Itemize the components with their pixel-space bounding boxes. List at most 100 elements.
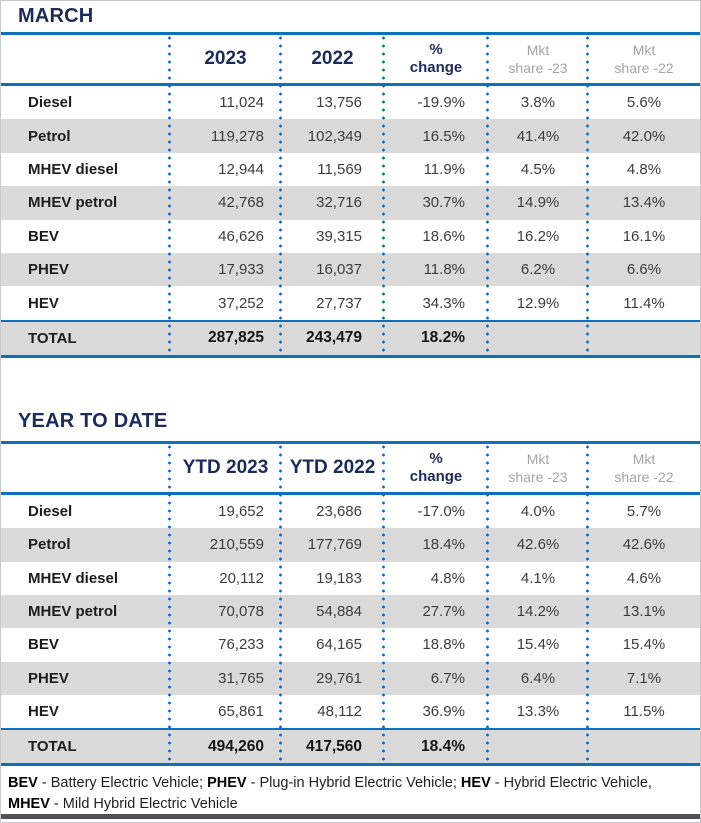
table-row: PHEV 31,765 29,761 6.7% 6.4% 7.1% (1, 661, 700, 696)
header-mkt-share-23: Mkt share -23 (488, 33, 588, 86)
mkt-share-current (488, 728, 588, 765)
pct-change: 6.7% (384, 661, 488, 696)
row-label: MHEV diesel (28, 569, 119, 587)
mkt-share-current (488, 319, 588, 357)
value-current: 119,278 (170, 119, 281, 153)
mkt-share-previous: 7.1% (588, 661, 700, 696)
mkt-share-previous: 5.6% (626, 94, 662, 112)
value-previous: 13,756 (316, 94, 362, 112)
footnote-abbr: PHEV (207, 775, 247, 792)
march-table: 2023 2022% change Mkt share -23 Mkt share -22 … (1, 32, 700, 358)
total-row: TOTAL 287,825 243,479 18.2% (1, 319, 700, 357)
mkt-share-current: 14.9% (488, 186, 588, 220)
value-previous: 23,686 (316, 502, 362, 520)
value-current: 65,861 (218, 703, 264, 721)
total-row: TOTAL 494,260 417,560 18.4% (1, 728, 700, 765)
pct-change: -19.9% (417, 94, 465, 112)
pct-change: -17.0% (417, 502, 465, 520)
year-to-date-title: YEAR TO DATE (18, 409, 168, 432)
value-current: 17,933 (170, 252, 281, 287)
mkt-share-previous: 4.8% (626, 160, 662, 178)
march-data-table: 2023 2022% change Mkt share -23 Mkt share -22 … (1, 32, 700, 358)
value-previous: 64,165 (316, 636, 362, 654)
mkt-share-current: 42.6% (488, 528, 588, 562)
year-to-date-table: YTD 2023 YTD 2022% change Mkt share -23 Mkt sh… (1, 440, 700, 767)
table-row: Petrol 210,559 177,769 18.4% 42.6% 42.6% (1, 528, 700, 562)
row-label: Petrol (1, 528, 170, 562)
value-previous: 32,716 (281, 186, 384, 220)
mkt-share-previous: 13.1% (588, 594, 700, 629)
pct-change: 27.7% (384, 594, 488, 629)
mkt-share-current: 16.2% (516, 227, 560, 245)
row-label: BEV (28, 636, 59, 654)
table-row: BEV 76,233 64,165 18.8% 15.4% 15.4% (1, 628, 700, 661)
mkt-share-previous: 4.6% (626, 569, 662, 587)
header-ytd2023: YTD 2023 (170, 442, 281, 495)
mkt-share-current: 4.1% (520, 569, 556, 587)
mkt-share-current: 12.9% (516, 294, 560, 312)
table-row: BEV 46,626 39,315 18.6% 16.2% 16.1% (1, 220, 700, 253)
header-category (1, 33, 170, 86)
value-previous: 39,315 (316, 227, 362, 245)
table-row: MHEV petrol 42,768 32,716 30.7% 14.9% 13.4% (1, 186, 700, 220)
row-label: TOTAL (1, 728, 170, 765)
value-current: 11,024 (219, 94, 264, 112)
mkt-share-previous (588, 319, 700, 357)
march-section: MARCH 2023 2022% change Mkt share -23 Mkt shar… (1, 1, 700, 358)
value-current: 210,559 (170, 528, 281, 562)
mkt-share-current: 13.3% (516, 703, 560, 721)
year-to-date-section: YEAR TO DATE YTD 2023 YTD 2022% change Mkt s… (1, 358, 700, 767)
row-label: BEV (28, 227, 59, 245)
footnote: BEV - Battery Electric Vehicle; PHEV - P… (8, 775, 652, 813)
pct-change: 36.9% (422, 703, 465, 721)
value-previous: 417,560 (281, 728, 384, 765)
value-current: 31,765 (170, 661, 281, 696)
pct-change: 34.3% (422, 294, 465, 312)
mkt-share-current: 4.5% (520, 160, 556, 178)
value-current: 42,768 (170, 186, 281, 220)
mkt-share-current: 14.2% (488, 594, 588, 629)
header-y2023: 2023 (170, 33, 281, 86)
value-current: 70,078 (170, 594, 281, 629)
pct-change: 18.6% (422, 227, 465, 245)
value-current: 37,252 (218, 294, 264, 312)
table-row: MHEV petrol 70,078 54,884 27.7% 14.2% 13.1% (1, 594, 700, 629)
value-current: 12,944 (218, 160, 264, 178)
table-row: MHEV diesel 20,112 19,183 4.8% 4.1% 4.6% (1, 562, 700, 595)
pct-change: 16.5% (384, 119, 488, 153)
row-label: Diesel (28, 502, 73, 520)
table-row: PHEV 17,933 16,037 11.8% 6.2% 6.6% (1, 252, 700, 287)
header-mkt-share-23: Mkt share -23 (488, 442, 588, 495)
value-current: 76,233 (218, 636, 264, 654)
value-previous: 177,769 (281, 528, 384, 562)
header-mkt-share-22: Mkt share -22 (588, 442, 700, 495)
mkt-share-current: 4.0% (520, 502, 556, 520)
table-row: Diesel 19,652 23,686 -17.0% 4.0% 5.7% (1, 493, 700, 528)
header-pct-change: % change (384, 33, 488, 86)
value-previous: 102,349 (281, 119, 384, 153)
mkt-share-previous: 6.6% (588, 252, 700, 287)
footnote-abbr: MHEV (8, 796, 50, 813)
table-row: Diesel 11,024 13,756 -19.9% 3.8% 5.6% (1, 85, 700, 120)
mkt-share-current: 6.4% (488, 661, 588, 696)
row-label: MHEV petrol (1, 186, 170, 220)
pct-change: 18.2% (384, 319, 488, 357)
mkt-share-previous: 13.4% (588, 186, 700, 220)
mkt-share-previous: 11.5% (623, 703, 665, 721)
mkt-share-current: 41.4% (488, 119, 588, 153)
pct-change: 18.4% (384, 528, 488, 562)
value-current: 20,112 (219, 569, 264, 587)
bottom-divider-bar (1, 814, 700, 819)
mkt-share-previous: 42.6% (588, 528, 700, 562)
pct-change: 11.9% (423, 160, 465, 178)
mkt-share-previous: 5.7% (626, 502, 662, 520)
mkt-share-previous: 16.1% (622, 227, 666, 245)
pct-change: 4.8% (430, 569, 465, 587)
value-previous: 29,761 (281, 661, 384, 696)
value-previous: 27,737 (316, 294, 362, 312)
table-row: MHEV diesel 12,944 11,569 11.9% 4.5% 4.8% (1, 153, 700, 186)
header-mkt-share-22: Mkt share -22 (588, 33, 700, 86)
mkt-share-previous: 42.0% (588, 119, 700, 153)
march-title: MARCH (18, 5, 94, 27)
